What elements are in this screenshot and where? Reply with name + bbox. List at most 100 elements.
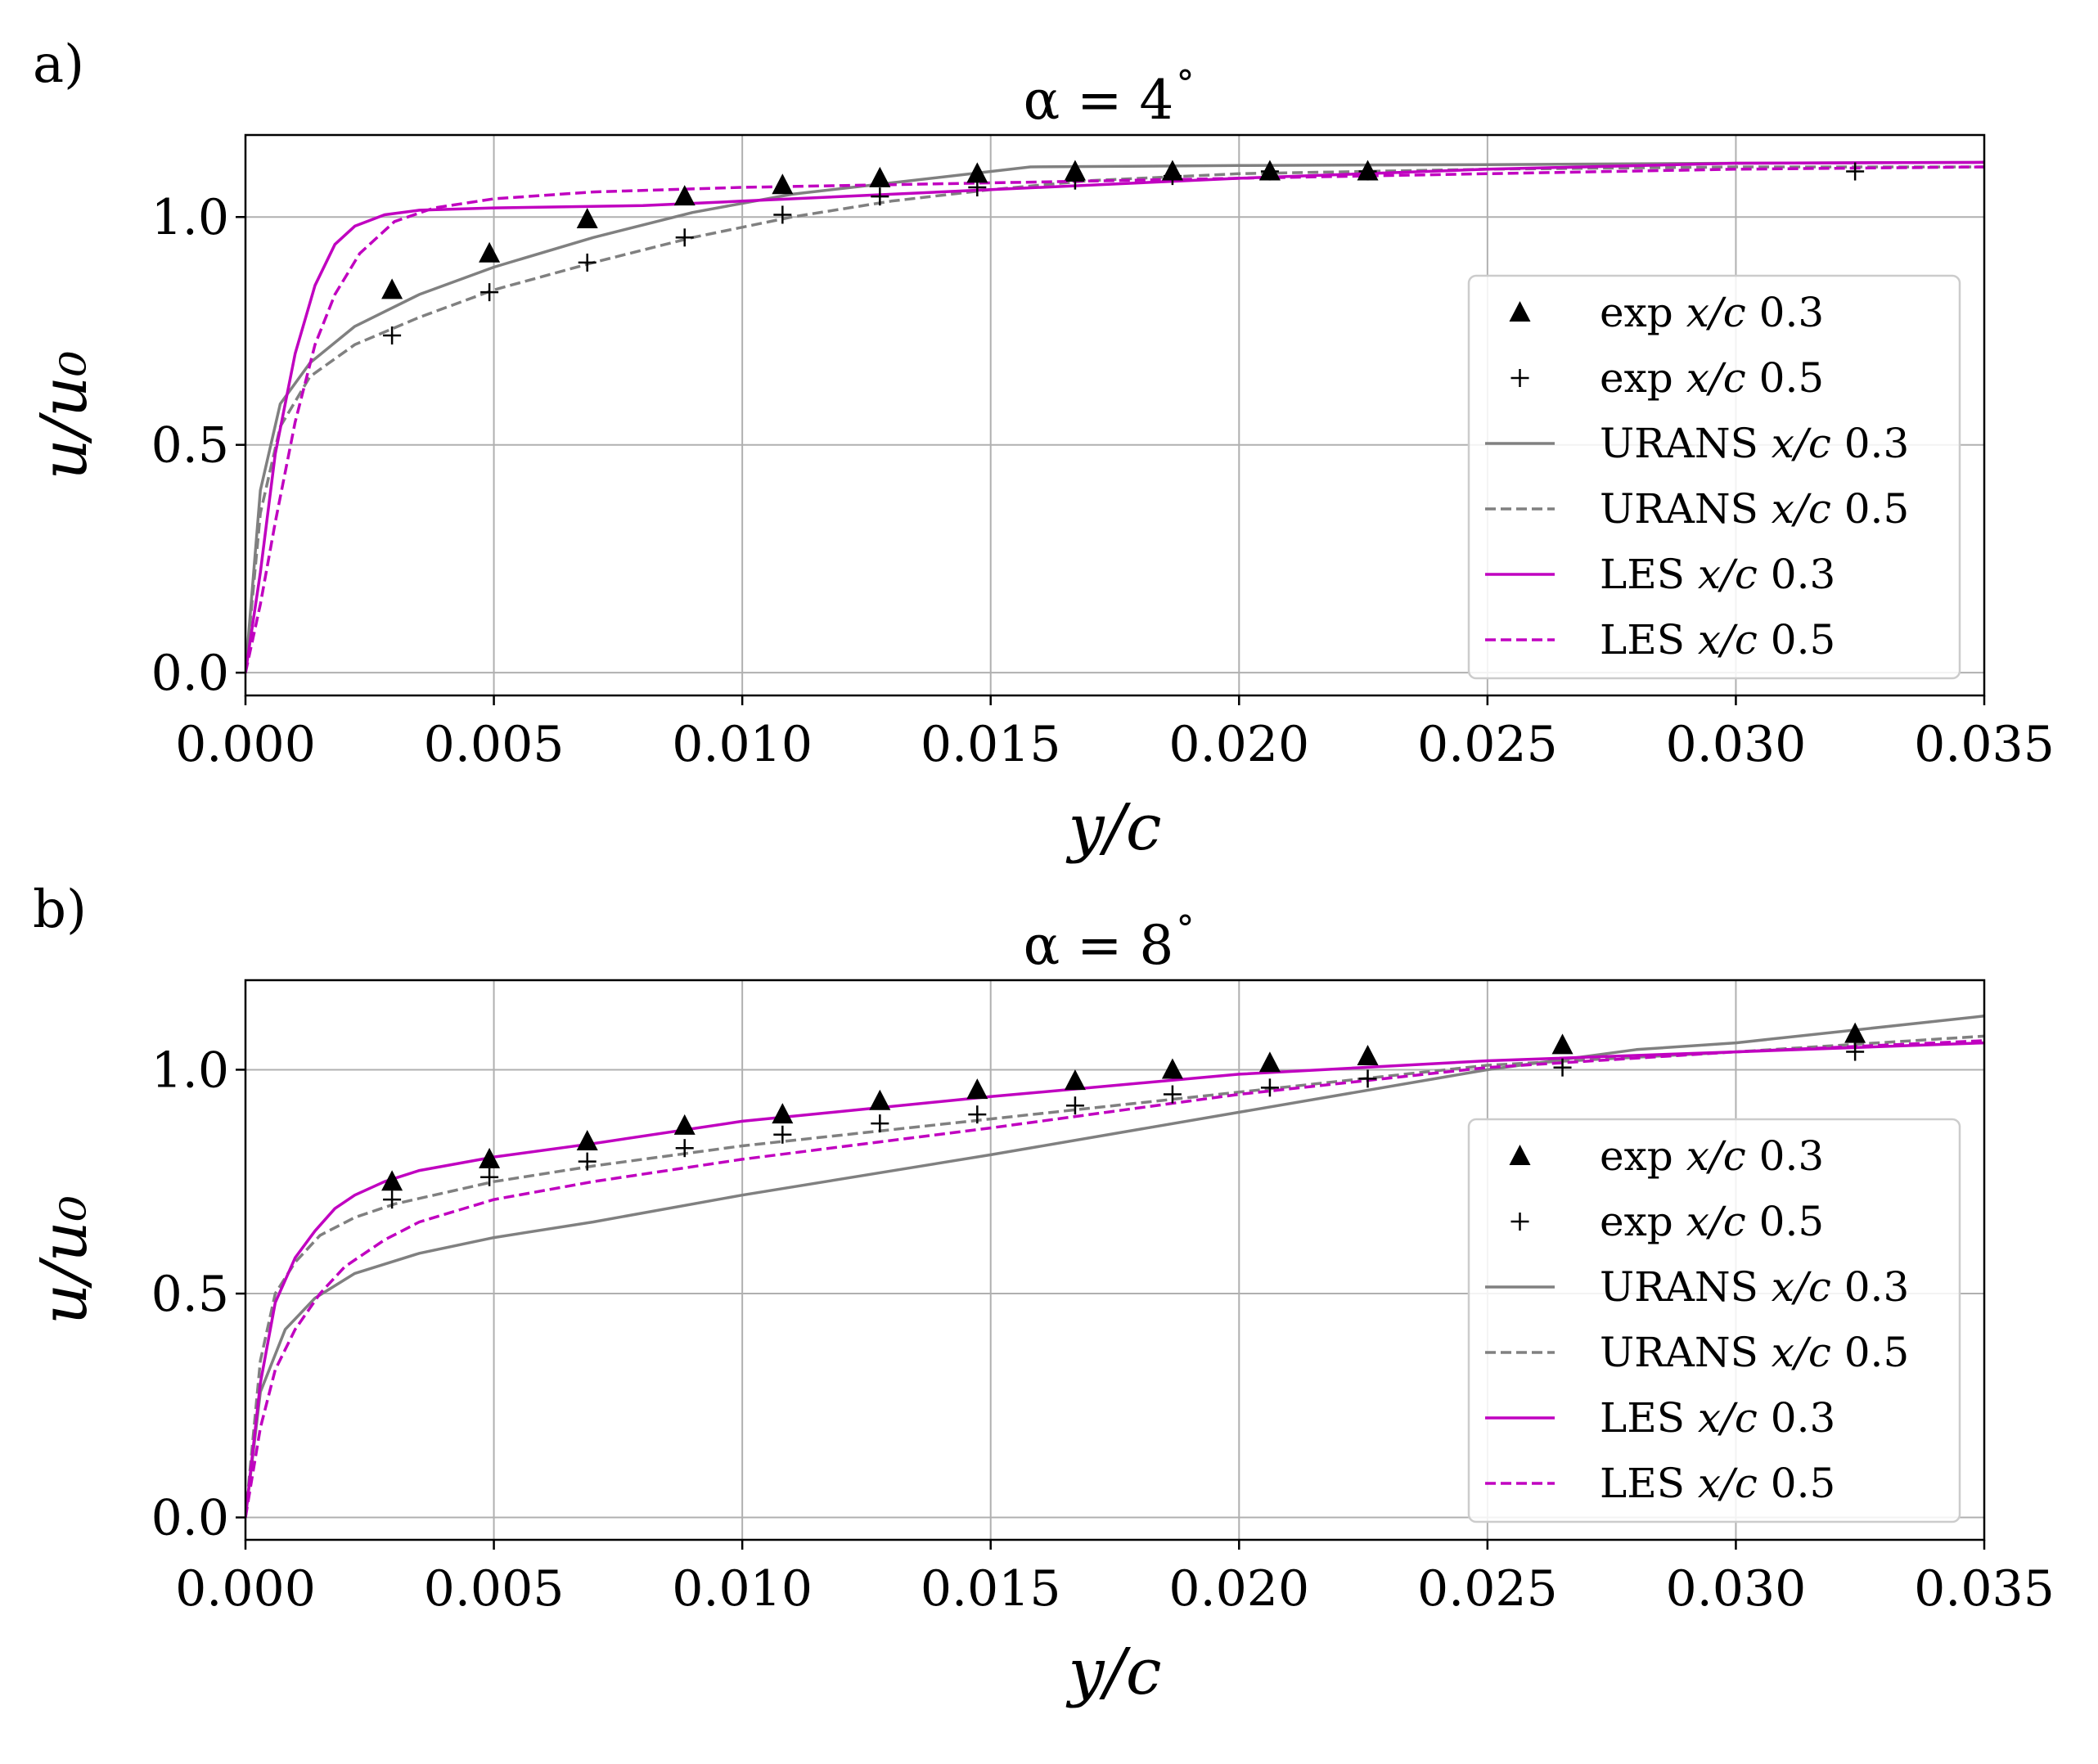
y-axis-label: u/u₀ <box>28 1195 101 1325</box>
series-exp-x-c-0-3-point <box>1064 160 1086 181</box>
legend: exp x/c 0.3 exp x/c 0.5 URANS x/c 0.3 URANS… <box>1467 274 1961 680</box>
series-exp-x-c-0-5-point <box>480 283 499 302</box>
series-exp-x-c-0-5-point <box>383 1190 402 1209</box>
series-exp-x-c-0-3-point <box>1258 1051 1281 1073</box>
legend-entry: exp x/c 0.3 <box>1509 289 1824 336</box>
series-exp-x-c-0-3-point <box>381 278 403 299</box>
series-exp-x-c-0-3-point <box>1357 1045 1379 1066</box>
series-exp-x-c-0-3-point <box>1161 1058 1183 1079</box>
legend-entry: URANS x/c 0.3 <box>1485 420 1909 467</box>
series-exp-x-c-0-3-point <box>576 1129 598 1150</box>
x-tick-label: 0.010 <box>672 1560 813 1618</box>
series-exp-x-c-0-3-point <box>479 241 501 263</box>
series-exp-x-c-0-3-point <box>869 1089 891 1110</box>
series-exp-x-c-0-5-point <box>773 205 792 224</box>
legend-label: LES x/c 0.3 <box>1600 1394 1835 1442</box>
x-tick-label: 0.020 <box>1168 1560 1309 1618</box>
x-axis-label: y/c <box>1065 1636 1161 1709</box>
series-exp-x-c-0-5-point <box>773 1125 792 1144</box>
series-exp-x-c-0-3-point <box>381 1170 403 1191</box>
series-les-x-c-0-5-line <box>245 1039 1984 1518</box>
series-exp-x-c-0-5-point <box>968 1105 987 1124</box>
series-exp-x-c-0-3-point <box>576 208 598 229</box>
x-tick-label: 0.005 <box>424 1560 565 1618</box>
legend-label: LES x/c 0.5 <box>1600 616 1835 664</box>
series-urans-x-c-0-3-line <box>245 160 1984 673</box>
series-exp-x-c-0-5-point <box>1358 162 1377 181</box>
legend-entry: LES x/c 0.5 <box>1485 1460 1835 1507</box>
series-les-x-c-0-3-line <box>245 1041 1984 1518</box>
x-tick-label: 0.000 <box>175 716 316 773</box>
chart-title-degree: ° <box>1177 908 1195 950</box>
series-exp-x-c-0-5-point <box>578 253 597 272</box>
chart-title-degree: ° <box>1177 63 1195 105</box>
series-exp-x-c-0-3-point <box>1551 1033 1574 1055</box>
legend-entry: LES x/c 0.5 <box>1485 616 1835 664</box>
series-exp-x-c-0-3-point <box>1844 1022 1866 1043</box>
chart-title: α = 4 <box>1024 69 1174 132</box>
series-exp-x-c-0-5-point <box>871 1114 889 1133</box>
series-exp-x-c-0-3-point <box>479 1147 501 1168</box>
legend-label: URANS x/c 0.5 <box>1600 485 1909 533</box>
series-exp-x-c-0-3-point <box>772 173 794 195</box>
series-exp-x-c-0-5-point <box>675 228 694 247</box>
y-tick-label: 0.0 <box>151 645 229 702</box>
series-les-x-c-0-5-line <box>245 165 1984 673</box>
y-tick-label: 1.0 <box>151 1042 229 1099</box>
legend-label: exp x/c 0.3 <box>1600 1132 1824 1180</box>
series-exp-x-c-0-5-point <box>1260 1078 1279 1097</box>
legend-label: LES x/c 0.3 <box>1600 551 1835 598</box>
legend-label: LES x/c 0.5 <box>1600 1460 1835 1507</box>
legend-label: exp x/c 0.5 <box>1600 1198 1824 1245</box>
legend-label: exp x/c 0.5 <box>1600 354 1824 402</box>
series-exp-x-c-0-5-point <box>578 1152 597 1171</box>
series-exp-x-c-0-5-point <box>1260 162 1279 181</box>
x-tick-label: 0.020 <box>1168 716 1309 773</box>
series-exp-x-c-0-5-point <box>1358 1069 1377 1088</box>
x-tick-label: 0.030 <box>1666 716 1807 773</box>
x-tick-label: 0.010 <box>672 716 813 773</box>
chart-title: α = 8 <box>1024 914 1174 977</box>
series-urans-x-c-0-5-line <box>245 1034 1984 1518</box>
series-exp-x-c-0-5-point <box>1065 1096 1084 1115</box>
x-tick-label: 0.025 <box>1417 1560 1558 1618</box>
legend-entry: exp x/c 0.5 <box>1510 354 1824 402</box>
legend-entry: LES x/c 0.3 <box>1485 1394 1835 1442</box>
legend-label: URANS x/c 0.5 <box>1600 1329 1909 1376</box>
x-tick-label: 0.000 <box>175 1560 316 1618</box>
series-exp-x-c-0-5-point <box>1553 1058 1572 1077</box>
legend: exp x/c 0.3 exp x/c 0.5 URANS x/c 0.3 URANS… <box>1467 1118 1961 1523</box>
x-tick-label: 0.035 <box>1914 1560 2055 1618</box>
y-tick-label: 0.5 <box>151 1266 229 1323</box>
plot-area <box>245 1015 1984 1518</box>
series-exp-x-c-0-3-point <box>966 1078 988 1100</box>
series-exp-x-c-0-5-point <box>871 187 889 206</box>
y-tick-label: 1.0 <box>151 189 229 246</box>
legend-box <box>1467 1118 1961 1523</box>
panel-label: a) <box>33 34 84 95</box>
series-exp-x-c-0-5-point <box>968 178 987 197</box>
y-tick-label: 0.5 <box>151 417 229 475</box>
x-tick-label: 0.015 <box>921 1560 1061 1618</box>
series-exp-x-c-0-3-point <box>673 1114 696 1135</box>
legend-entry: exp x/c 0.5 <box>1510 1198 1824 1245</box>
axes-frame <box>244 979 1986 1541</box>
series-exp-x-c-0-3-point <box>1064 1069 1086 1091</box>
series-exp-x-c-0-3-point <box>673 185 696 206</box>
legend-marker-triangle <box>1509 301 1531 322</box>
series-exp-x-c-0-5-point <box>1846 162 1865 181</box>
series-exp-x-c-0-5-point <box>675 1139 694 1158</box>
legend-label: URANS x/c 0.3 <box>1600 420 1909 467</box>
legend-label: exp x/c 0.3 <box>1600 289 1824 336</box>
legend-entry: URANS x/c 0.5 <box>1485 485 1909 533</box>
x-tick-label: 0.025 <box>1417 716 1558 773</box>
x-tick-label: 0.030 <box>1666 1560 1807 1618</box>
legend-marker-triangle <box>1509 1145 1531 1165</box>
legend-entry: exp x/c 0.3 <box>1509 1132 1824 1180</box>
chart-panel-b: 0.000 0.005 0.010 0.015 0.020 0.025 0.030 0.035… <box>28 880 2055 1709</box>
series-exp-x-c-0-3-point <box>966 162 988 183</box>
panel-label: b) <box>33 880 87 940</box>
x-tick-label: 0.005 <box>424 716 565 773</box>
x-tick-label: 0.015 <box>921 716 1061 773</box>
